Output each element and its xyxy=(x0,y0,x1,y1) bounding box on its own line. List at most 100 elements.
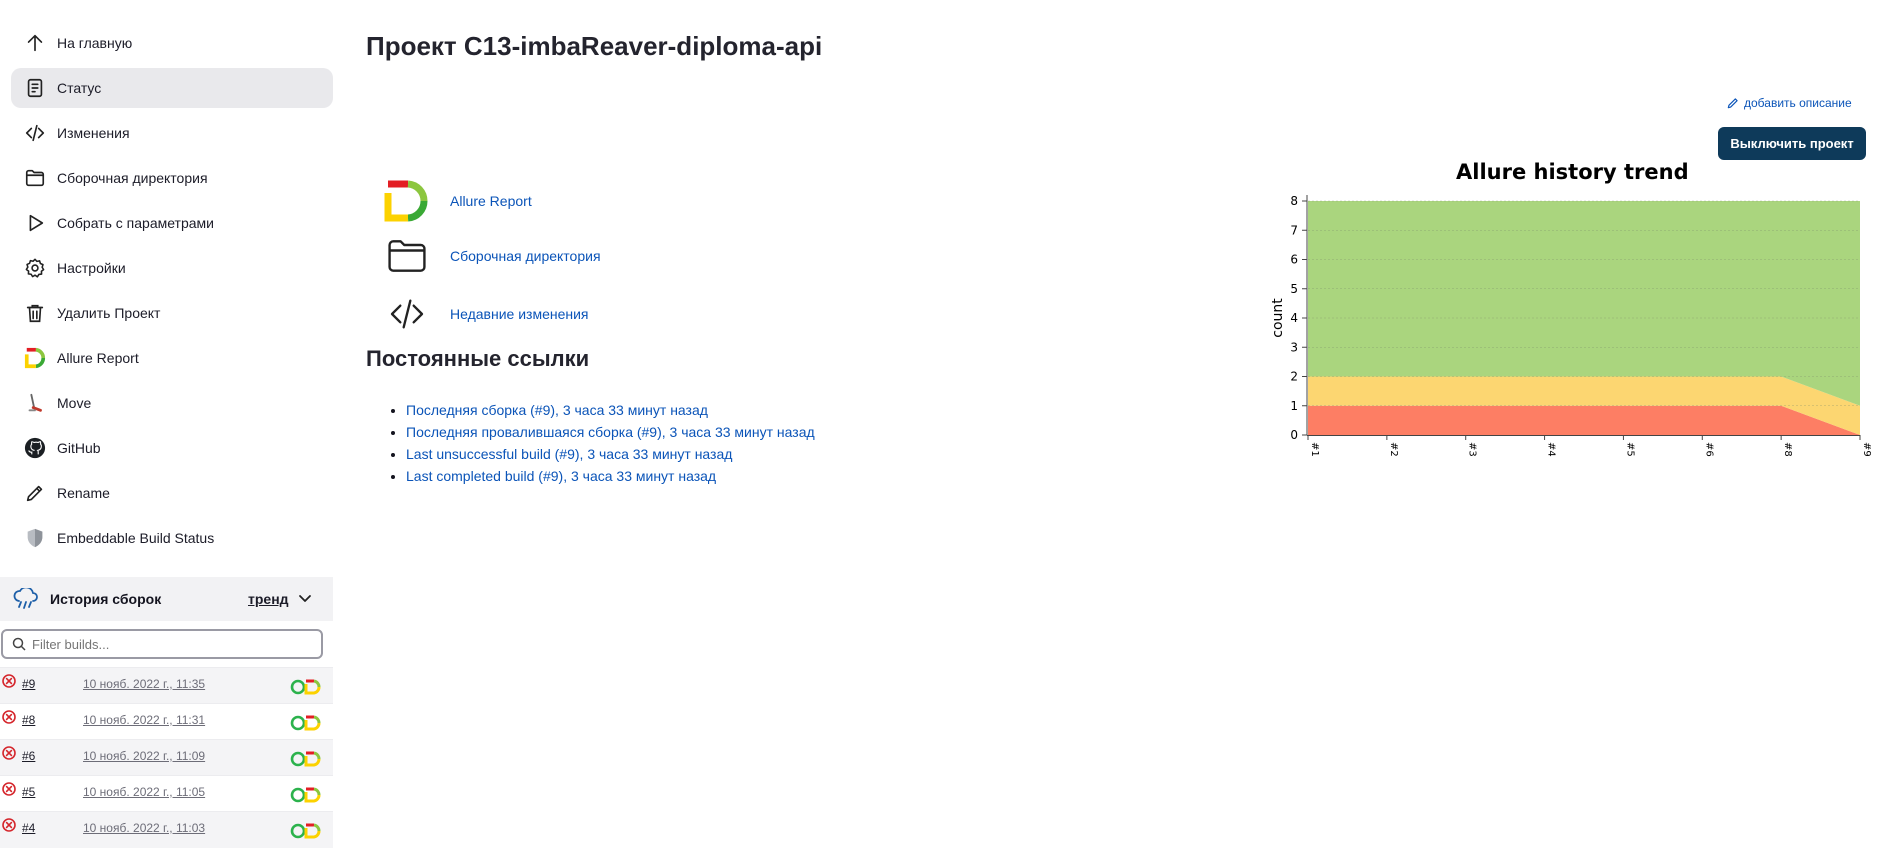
sidebar-item-settings[interactable]: Настройки xyxy=(11,248,333,288)
build-number-link[interactable]: #4 xyxy=(22,821,36,835)
chart-y-tick-label: 8 xyxy=(1290,194,1298,208)
trend-link[interactable]: тренд xyxy=(248,591,289,607)
chart-title: Allure history trend xyxy=(1456,160,1689,184)
pencil-icon xyxy=(23,481,47,505)
sidebar-item-move[interactable]: Move xyxy=(11,383,333,423)
chart-x-tick-label: #5 xyxy=(1624,442,1635,457)
build-row: #5 10 нояб. 2022 г., 11:05 xyxy=(0,775,333,812)
sidebar-item-status[interactable]: Статус xyxy=(11,68,333,108)
pencil-icon xyxy=(1726,96,1740,110)
build-number-link[interactable]: #8 xyxy=(22,713,36,727)
build-row: #6 10 нояб. 2022 г., 11:09 xyxy=(0,739,333,776)
sidebar-item-label: GitHub xyxy=(57,440,101,456)
chevron-down-icon[interactable] xyxy=(296,589,314,610)
cloud-rain-icon xyxy=(12,587,40,611)
build-history-header: История сборок тренд xyxy=(0,577,333,621)
allure-report-badge-icon[interactable] xyxy=(290,787,322,806)
chart-x-tick-label: #8 xyxy=(1782,442,1793,457)
sidebar-item-embeddable-build-status[interactable]: Embeddable Build Status xyxy=(11,518,333,558)
sidebar-item-label: Сборочная директория xyxy=(57,170,208,186)
disable-project-button[interactable]: Выключить проект xyxy=(1718,127,1866,160)
sidebar-item-label: Rename xyxy=(57,485,110,501)
sidebar-item-label: Удалить Проект xyxy=(57,305,161,321)
folder-icon xyxy=(23,166,47,190)
failed-status-icon xyxy=(2,710,16,724)
main-link-allure-report: Allure Report xyxy=(383,177,532,225)
chart-x-tick-label: #9 xyxy=(1861,442,1872,457)
build-row: #9 10 нояб. 2022 г., 11:35 xyxy=(0,667,333,704)
folder-icon[interactable] xyxy=(383,232,431,280)
chart-y-tick-label: 6 xyxy=(1290,253,1298,267)
main-link-workspace: Сборочная директория xyxy=(383,232,601,280)
sidebar-item-changes[interactable]: Изменения xyxy=(11,113,333,153)
sidebar-item-label: На главную xyxy=(57,35,133,51)
allure-report-badge-icon[interactable] xyxy=(290,715,322,734)
move-icon xyxy=(23,391,47,415)
failed-status-icon xyxy=(2,674,16,688)
build-number-link[interactable]: #5 xyxy=(22,785,36,799)
build-number-link[interactable]: #9 xyxy=(22,677,36,691)
permalink-last-unsuccessful-build[interactable]: Last unsuccessful build (#9), 3 часа 33 … xyxy=(406,446,733,462)
build-date-link[interactable]: 10 нояб. 2022 г., 11:05 xyxy=(83,785,206,799)
sidebar-item-delete-project[interactable]: Удалить Проект xyxy=(11,293,333,333)
sidebar-item-home[interactable]: На главную xyxy=(11,23,333,63)
sidebar-item-label: Настройки xyxy=(57,260,126,276)
document-icon xyxy=(23,76,47,100)
code-icon[interactable] xyxy=(383,290,431,338)
chart-x-tick-label: #3 xyxy=(1467,442,1478,457)
play-icon xyxy=(23,211,47,235)
chart-y-tick-label: 1 xyxy=(1290,399,1298,413)
allure-report-link[interactable]: Allure Report xyxy=(450,193,532,209)
main-link-recent-changes: Недавние изменения xyxy=(383,290,589,338)
chart-y-tick-label: 4 xyxy=(1290,311,1298,325)
failed-status-icon xyxy=(2,782,16,796)
recent-changes-link[interactable]: Недавние изменения xyxy=(450,306,589,322)
chart-y-tick-label: 3 xyxy=(1290,340,1298,354)
permalinks-list: Последняя сборка (#9), 3 часа 33 минут н… xyxy=(388,399,815,487)
build-date-link[interactable]: 10 нояб. 2022 г., 11:35 xyxy=(83,677,206,691)
search-icon xyxy=(12,637,26,651)
page-title: Проект C13-imbaReaver-diploma-api xyxy=(366,31,823,61)
build-row: #8 10 нояб. 2022 г., 11:31 xyxy=(0,703,333,740)
filter-builds-input[interactable] xyxy=(30,635,314,653)
shield-icon xyxy=(23,526,47,550)
sidebar-item-build-with-params[interactable]: Собрать с параметрами xyxy=(11,203,333,243)
list-item: Последняя сборка (#9), 3 часа 33 минут н… xyxy=(406,399,815,421)
chart-x-tick-label: #2 xyxy=(1388,442,1399,457)
list-item: Последняя провалившаяся сборка (#9), 3 ч… xyxy=(406,421,815,443)
list-item: Last unsuccessful build (#9), 3 часа 33 … xyxy=(406,443,815,465)
workspace-link[interactable]: Сборочная директория xyxy=(450,248,601,264)
chart-area-passed xyxy=(1308,201,1860,406)
permalinks-title: Постоянные ссылки xyxy=(366,346,590,371)
sidebar-item-label: Собрать с параметрами xyxy=(57,215,214,231)
arrow-up-icon xyxy=(23,31,47,55)
sidebar-item-allure-report[interactable]: Allure Report xyxy=(11,338,333,378)
chart-area-failed xyxy=(1308,405,1860,435)
allure-report-badge-icon[interactable] xyxy=(290,823,322,842)
build-date-link[interactable]: 10 нояб. 2022 г., 11:03 xyxy=(83,821,206,835)
add-description-link[interactable]: добавить описание xyxy=(1726,96,1852,110)
chart-y-axis-label: count xyxy=(1270,298,1286,338)
allure-report-badge-icon[interactable] xyxy=(290,751,322,770)
allure-logo-icon xyxy=(23,346,47,370)
permalink-last-build[interactable]: Последняя сборка (#9), 3 часа 33 минут н… xyxy=(406,402,708,418)
sidebar-item-rename[interactable]: Rename xyxy=(11,473,333,513)
filter-builds-field[interactable] xyxy=(1,629,323,659)
build-row: #4 10 нояб. 2022 г., 11:03 xyxy=(0,811,333,848)
permalink-last-completed-build[interactable]: Last completed build (#9), 3 часа 33 мин… xyxy=(406,468,717,484)
build-number-link[interactable]: #6 xyxy=(22,749,36,763)
sidebar-item-label: Embeddable Build Status xyxy=(57,530,215,546)
build-date-link[interactable]: 10 нояб. 2022 г., 11:31 xyxy=(83,713,206,727)
add-description-label: добавить описание xyxy=(1744,96,1852,110)
chart-x-tick-label: #6 xyxy=(1703,442,1714,457)
sidebar-item-label: Изменения xyxy=(57,125,130,141)
code-icon xyxy=(23,121,47,145)
allure-logo-icon[interactable] xyxy=(383,177,431,225)
allure-trend-chart[interactable]: 0 1 2 3 4 5 6 7 8 #1 #2 #3 #4 #5 #6 #8 #9 count xyxy=(1265,185,1880,475)
permalink-last-failed-build[interactable]: Последняя провалившаяся сборка (#9), 3 ч… xyxy=(406,424,815,440)
sidebar-item-github[interactable]: GitHub xyxy=(11,428,333,468)
sidebar-item-workspace[interactable]: Сборочная директория xyxy=(11,158,333,198)
sidebar-item-label: Move xyxy=(57,395,92,411)
build-date-link[interactable]: 10 нояб. 2022 г., 11:09 xyxy=(83,749,206,763)
allure-report-badge-icon[interactable] xyxy=(290,679,322,698)
